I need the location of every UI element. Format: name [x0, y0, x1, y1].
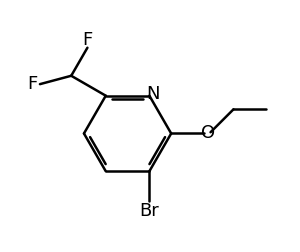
Text: F: F — [82, 31, 93, 49]
Text: O: O — [201, 124, 215, 142]
Text: Br: Br — [140, 202, 159, 220]
Text: N: N — [147, 85, 160, 103]
Text: F: F — [27, 75, 37, 93]
